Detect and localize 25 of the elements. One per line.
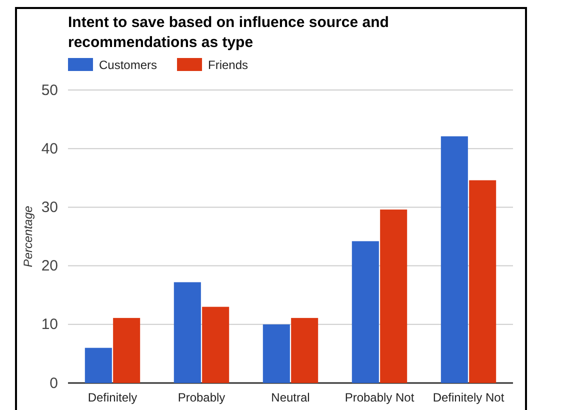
bar: [174, 282, 201, 383]
y-tick-label: 20: [41, 258, 58, 275]
y-tick-label: 50: [41, 82, 58, 99]
legend-label: Customers: [99, 58, 158, 72]
y-tick-label: 0: [50, 374, 58, 392]
bar: [113, 318, 140, 383]
bar: [469, 180, 496, 383]
x-tick-label: Neutral: [271, 390, 310, 405]
bar: [352, 241, 379, 383]
y-tick-label: 10: [41, 316, 58, 334]
y-tick-label: 40: [41, 140, 58, 158]
x-tick-label: Probably Not: [344, 390, 415, 405]
chart-title: Intent to save based on influence source and recommendations as type: [68, 14, 389, 51]
y-axis-title: Percentage: [21, 205, 35, 268]
x-tick-label: Definitely Not: [432, 390, 505, 405]
x-tick-label: Probably: [178, 390, 226, 405]
bar: [202, 306, 230, 383]
bar: [291, 318, 318, 383]
legend-label: Friends: [208, 58, 248, 72]
bar: [380, 210, 408, 383]
x-tick-label: Definitely: [88, 390, 138, 405]
bar: [84, 348, 112, 383]
y-tick-label: 30: [41, 199, 58, 216]
bar: [262, 324, 290, 383]
bar: [440, 136, 468, 383]
